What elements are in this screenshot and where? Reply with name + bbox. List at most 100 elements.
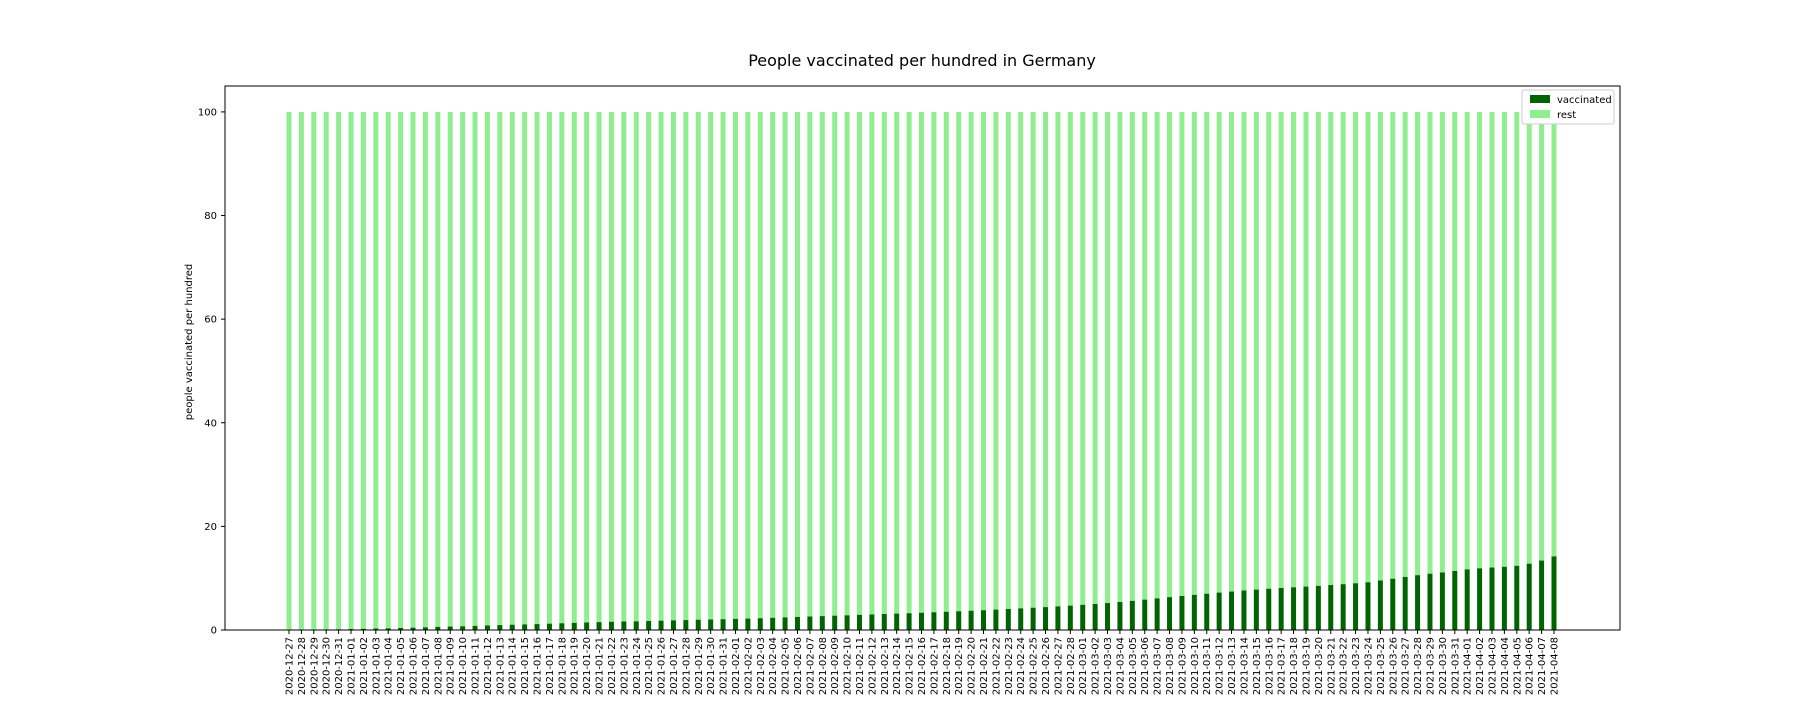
x-tick-label: 2021-03-16 [1264, 637, 1275, 695]
bar-rest [323, 111, 329, 630]
legend-swatch-vaccinated [1530, 95, 1550, 103]
bar-rest [1229, 111, 1235, 592]
legend-swatch-rest [1530, 110, 1550, 118]
bar-vaccinated [435, 626, 441, 630]
bar-vaccinated [943, 611, 949, 630]
x-tick-label: 2021-03-31 [1450, 637, 1461, 695]
bar-rest [298, 111, 304, 630]
bar-vaccinated [1477, 568, 1483, 630]
bar-rest [1092, 111, 1098, 604]
bar-vaccinated [422, 627, 428, 630]
x-tick-label: 2021-03-22 [1339, 637, 1350, 695]
bar-rest [1439, 111, 1445, 573]
x-tick-label: 2021-01-25 [644, 637, 655, 695]
bar-vaccinated [670, 620, 676, 630]
x-tick-label: 2021-03-30 [1438, 637, 1449, 695]
x-tick-label: 2021-04-03 [1487, 637, 1498, 695]
bar-rest [931, 111, 937, 613]
x-tick-label: 2021-02-27 [1053, 637, 1064, 695]
x-tick-label: 2021-03-10 [1190, 637, 1201, 695]
x-tick-label: 2021-01-12 [483, 637, 494, 695]
bar-vaccinated [360, 628, 366, 630]
x-tick-label: 2021-04-04 [1500, 637, 1511, 695]
y-tick-label: 40 [204, 418, 217, 429]
bar-rest [1415, 111, 1421, 576]
x-tick-label: 2021-02-11 [855, 637, 866, 695]
bar-rest [1340, 111, 1346, 585]
x-tick-label: 2021-01-13 [495, 637, 506, 695]
x-tick-label: 2021-01-16 [533, 637, 544, 695]
bar-vaccinated [546, 623, 552, 630]
x-tick-label: 2021-02-09 [830, 637, 841, 695]
bar-vaccinated [1452, 570, 1458, 630]
bar-rest [819, 111, 825, 617]
bar-rest [1043, 111, 1049, 608]
bar-vaccinated [1266, 588, 1272, 630]
bar-vaccinated [1526, 563, 1532, 630]
bar-vaccinated [981, 610, 987, 630]
y-tick-label: 20 [204, 522, 217, 533]
bar-vaccinated [770, 617, 776, 630]
bar-rest [1216, 111, 1222, 593]
bar-vaccinated [869, 614, 875, 630]
bar-rest [844, 111, 850, 616]
legend: vaccinated rest [1521, 89, 1615, 125]
bar-rest [1080, 111, 1086, 605]
x-tick-label: 2021-04-02 [1475, 637, 1486, 695]
x-tick-label: 2021-01-23 [619, 637, 630, 695]
bar-vaccinated [720, 619, 726, 630]
bar-rest [1365, 111, 1371, 583]
x-tick-label: 2021-03-18 [1289, 637, 1300, 695]
x-tick-label: 2021-03-26 [1388, 637, 1399, 695]
bar-vaccinated [1328, 585, 1334, 630]
bar-rest [1142, 111, 1148, 600]
bar-rest [460, 111, 466, 627]
bar-rest [336, 111, 342, 630]
bar-vaccinated [1092, 603, 1098, 630]
x-tick-label: 2021-01-15 [520, 637, 531, 695]
bar-rest [1377, 111, 1383, 581]
bar-vaccinated [1514, 565, 1520, 630]
bar-vaccinated [1415, 575, 1421, 630]
bar-rest [608, 111, 614, 622]
x-tick-label: 2021-02-12 [867, 637, 878, 695]
bar-vaccinated [782, 617, 788, 630]
x-tick-label: 2021-01-19 [570, 637, 581, 695]
bar-rest [410, 111, 416, 628]
bar-rest [720, 111, 726, 620]
bar-vaccinated [571, 622, 577, 630]
bar-rest [1427, 111, 1433, 574]
bar-vaccinated [757, 618, 763, 630]
x-tick-label: 2021-01-18 [557, 637, 568, 695]
bar-rest [596, 111, 602, 623]
bar-vaccinated [1315, 585, 1321, 630]
bar-vaccinated [832, 615, 838, 630]
bar-vaccinated [1018, 608, 1024, 630]
bar-rest [1005, 111, 1011, 609]
x-tick-label: 2021-01-05 [396, 637, 407, 695]
bar-rest [1278, 111, 1284, 589]
bar-rest [422, 111, 428, 628]
bar-rest [981, 111, 987, 611]
x-tick-label: 2021-01-21 [595, 637, 606, 695]
x-tick-label: 2021-02-15 [905, 637, 916, 695]
bar-rest [1551, 111, 1557, 557]
bar-rest [1452, 111, 1458, 571]
y-tick-label: 80 [204, 211, 217, 222]
bar-rest [1266, 111, 1272, 589]
x-tick-label: 2021-03-27 [1401, 637, 1412, 695]
bar-vaccinated [732, 618, 738, 630]
x-tick-label: 2021-03-01 [1078, 637, 1089, 695]
bar-vaccinated [522, 624, 528, 630]
y-axis-label: people vaccinated per hundred [184, 264, 195, 421]
bar-vaccinated [1216, 592, 1222, 630]
bar-vaccinated [807, 616, 813, 630]
x-tick-label: 2021-02-24 [1016, 637, 1027, 695]
bar-vaccinated [1067, 605, 1073, 630]
bar-rest [832, 111, 838, 616]
bar-rest [1539, 111, 1545, 561]
bar-rest [1179, 111, 1185, 597]
x-tick-label: 2021-03-15 [1252, 637, 1263, 695]
bar-vaccinated [1005, 608, 1011, 630]
